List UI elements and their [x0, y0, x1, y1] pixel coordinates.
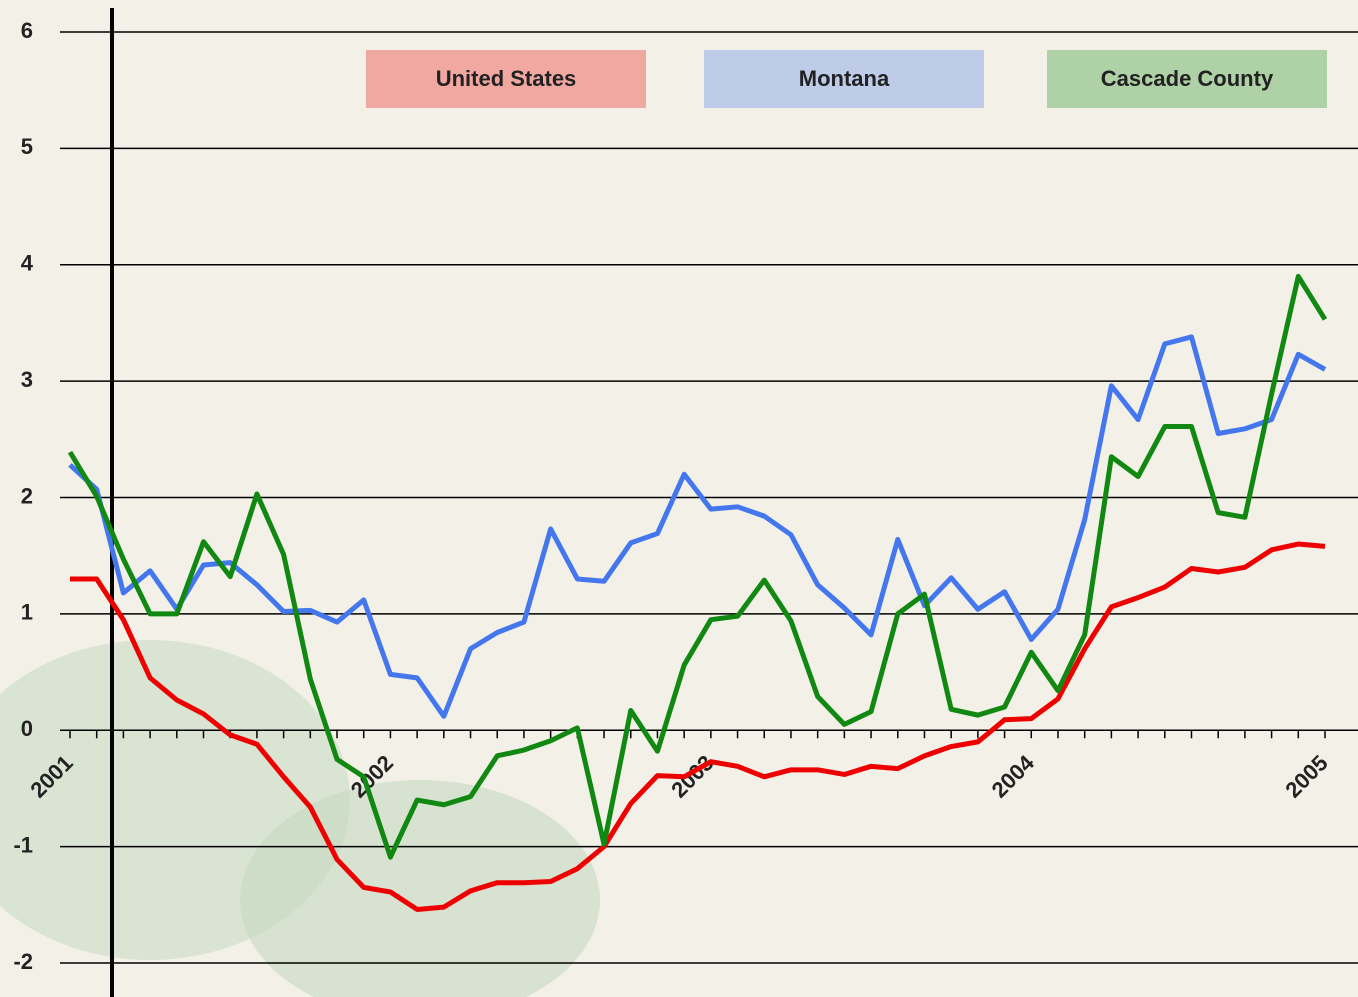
legend-swatch	[1047, 50, 1327, 108]
y-tick-label: 3	[21, 367, 33, 392]
x-tick-label: 2005	[1280, 750, 1332, 802]
y-tick-label: 4	[21, 251, 34, 276]
legend-swatch	[704, 50, 984, 108]
series-line	[67, 273, 1328, 860]
y-tick-label: 2	[21, 483, 33, 508]
y-tick-label: -1	[13, 832, 33, 857]
series-line	[68, 334, 1327, 719]
series-line	[70, 541, 1326, 912]
y-tick-label: 1	[21, 600, 33, 625]
y-tick-label: 5	[21, 134, 33, 159]
y-tick-label: 0	[21, 716, 33, 741]
x-tick-label: 2004	[987, 750, 1040, 803]
legend-label: Cascade County	[1101, 66, 1274, 91]
y-tick-label: -2	[13, 949, 33, 974]
y-tick-label: 6	[21, 18, 33, 43]
legend-label: United States	[436, 66, 577, 91]
background-decoration	[240, 780, 600, 997]
legend-swatch	[366, 50, 646, 108]
legend-label: Montana	[799, 66, 890, 91]
